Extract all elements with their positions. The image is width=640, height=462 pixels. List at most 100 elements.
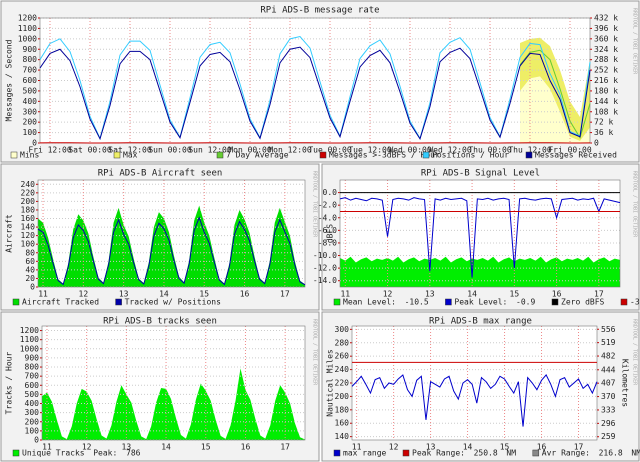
x-tick-label: 14: [463, 443, 473, 452]
legend-text: Messages Received: [535, 151, 617, 160]
legend-swatch: [115, 298, 122, 306]
series-area: [42, 368, 305, 440]
y-tick-label: 800: [25, 363, 40, 372]
legend-text: 786: [126, 449, 141, 458]
legend-text: -0.9: [516, 298, 535, 307]
legend-text: Mins: [20, 151, 39, 160]
y-axis-label: Aircraft: [5, 214, 14, 253]
y-tick-label: 1200: [18, 14, 37, 23]
y-tick-label: 500: [23, 86, 38, 95]
legend-swatch: [551, 298, 559, 306]
y-tick-label: 800: [23, 55, 38, 64]
y-tick-label: 700: [23, 66, 38, 75]
plot-frame: [37, 179, 306, 288]
x-tick-label: 13: [425, 290, 435, 299]
x-tick-label: 15: [510, 290, 520, 299]
y-tick-label: -12.0: [313, 264, 337, 273]
legend-text: 7 Day Average: [226, 151, 289, 160]
x-tick-label: 12: [389, 443, 399, 452]
legend-text: -10.5: [405, 298, 429, 307]
legend-text: max range: [343, 449, 387, 458]
series-area: [520, 76, 590, 143]
watermark: RRDTOOL / TOBI OETIKER: [312, 171, 318, 238]
x-tick-label: 16: [537, 443, 547, 452]
y-axis-label: Nautical Miles: [326, 349, 335, 417]
x-tick-label: 11: [352, 443, 362, 452]
legend-text: 250.8: [474, 449, 498, 458]
y-tick-label: -6.0: [318, 226, 337, 235]
y-tick-label: 1100: [18, 24, 37, 33]
y-tick-label: 160: [21, 214, 36, 223]
x-tick-label: Sat 12:00: [108, 146, 152, 155]
y-tick-label: 240: [21, 180, 36, 189]
chart-title: RPi ADS-B max range: [429, 317, 532, 327]
legend-swatch: [12, 298, 20, 306]
series-line: [39, 46, 591, 141]
y2-tick-label: 144 k: [594, 97, 618, 106]
x-tick-label: 15: [500, 443, 510, 452]
y-tick-label: 400: [23, 97, 38, 106]
x-tick-label: Fri 00:00: [548, 146, 592, 155]
x-tick-label: 14: [159, 290, 169, 299]
legend-swatch: [402, 449, 410, 457]
y-tick-label: -10.0: [313, 251, 337, 260]
legend-swatch: [113, 151, 121, 159]
legend-text: Peak Level:: [454, 298, 507, 307]
x-tick-label: 17: [594, 290, 604, 299]
y-axis-label: Tracks / Hour: [5, 352, 14, 415]
chart-title: RPi ADS-B tracks seen: [103, 317, 217, 327]
x-tick-label: 12: [79, 290, 89, 299]
legend-swatch: [333, 449, 341, 457]
legend-text: NM: [631, 449, 640, 458]
y-tick-label: 180: [21, 205, 36, 214]
y-tick-label: 140: [335, 432, 350, 441]
plot-frame: [339, 179, 621, 288]
legend-text: Zero dBFS: [561, 298, 605, 307]
x-tick-label: Sun 00:00: [148, 146, 192, 155]
y-tick-label: 500: [25, 390, 40, 399]
y2-tick-label: 407: [601, 379, 616, 388]
y-tick-label: 300: [23, 107, 38, 116]
x-tick-label: 13: [426, 443, 436, 452]
x-tick-label: 12: [82, 443, 92, 452]
x-tick-label: 17: [280, 290, 290, 299]
y-tick-label: -8.0: [318, 238, 337, 247]
y-tick-label: 280: [335, 338, 350, 347]
series-line: [37, 216, 306, 286]
y-tick-label: 200: [25, 417, 40, 426]
y-tick-label: 60: [25, 257, 35, 266]
legend-swatch: [525, 151, 533, 159]
y2-tick-label: 180 k: [594, 86, 618, 95]
legend-text: Peak Range:: [412, 449, 465, 458]
legend-text: Avr Range:: [542, 449, 590, 458]
y2-tick-label: 519: [601, 338, 616, 347]
y-tick-label: -4.0: [318, 213, 337, 222]
y-tick-label: 300: [25, 408, 40, 417]
y-tick-label: 220: [21, 188, 36, 197]
x-tick-label: 15: [199, 290, 209, 299]
y-tick-label: 140: [21, 223, 36, 232]
series-line: [351, 374, 598, 427]
x-tick-label: 14: [467, 290, 477, 299]
watermark: RRDTOOL / TOBI OETIKER: [632, 8, 638, 75]
y2-tick-label: 0: [594, 139, 599, 148]
x-tick-label: Fri 12:00: [28, 146, 72, 155]
legend-text: Aircraft Tracked: [22, 298, 99, 307]
watermark: RRDTOOL / TOBI OETIKER: [632, 171, 638, 238]
y-tick-label: 700: [25, 372, 40, 381]
y-tick-label: 1200: [20, 326, 39, 335]
legend-swatch: [445, 298, 452, 306]
y-tick-label: 80: [25, 248, 35, 257]
y-tick-label: 900: [25, 353, 40, 362]
x-tick-label: 15: [201, 443, 211, 452]
plot-frame: [351, 325, 598, 441]
y2-tick-label: 288 k: [594, 55, 618, 64]
x-tick-label: Tue 00:00: [308, 146, 352, 155]
y-tick-label: 900: [23, 45, 38, 54]
y2-tick-label: 324 k: [594, 45, 618, 54]
y-axis-label: dBFS: [326, 224, 335, 243]
plot-area: [40, 18, 590, 143]
y-tick-label: 300: [335, 325, 350, 334]
x-tick-label: 11: [340, 290, 350, 299]
